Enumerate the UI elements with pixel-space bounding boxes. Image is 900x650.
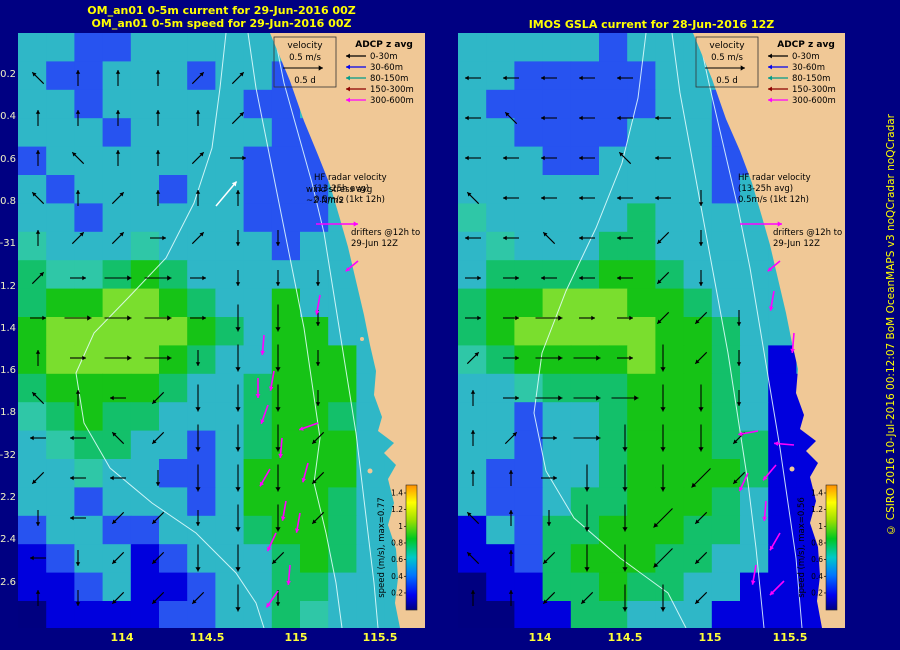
legend-adcp-label: 0-30m (792, 52, 820, 62)
svg-text:0.5 d: 0.5 d (294, 76, 316, 86)
legend-wind-line: wind stress avg (306, 185, 372, 195)
colorbar-tick: 0.8 (391, 538, 403, 547)
x-tick-label: 114.5 (189, 631, 225, 644)
map-panel-left: velocity 0.5 m/s 0.5 d ADCP z avg 0-30m30-60… (18, 33, 425, 628)
legend-hf-line: (13-25h avg) (314, 184, 369, 194)
legend-adcp-label: 150-300m (370, 85, 414, 95)
colorbar-tick: 0.2 (811, 588, 823, 597)
colorbar-tick: 0.4 (391, 572, 403, 581)
current-vectors (465, 75, 746, 612)
legend-hf-line: 0.5m/s (1kt 12h) (738, 195, 809, 205)
legend: velocity 0.5 m/s 0.5 d ADCP z avg 0-30m30-60… (695, 36, 842, 272)
map-panel-right: velocity 0.5 m/s 0.5 d ADCP z avg 0-30m30-60… (458, 33, 845, 628)
legend-adcp-label: 300-600m (370, 96, 414, 106)
land-mass (270, 33, 425, 628)
x-tick-label: 114.5 (607, 631, 643, 644)
bathymetry-contours (75, 33, 379, 628)
x-tick-label: 115.5 (772, 631, 808, 644)
colorbar-tick: 0.6 (391, 555, 403, 564)
credit-text: © CSIRO 2016 10-Jul-2016 00:12:07 BoM Oc… (882, 0, 900, 650)
y-tick-label: 1.2 (0, 280, 16, 292)
y-tick-label: 1.4 (0, 322, 16, 334)
current-vectors (30, 70, 325, 612)
legend-adcp-label: 150-300m (792, 85, 836, 95)
svg-text:0.5 d: 0.5 d (716, 76, 738, 86)
colorbar-tick: 1 (818, 522, 823, 531)
legend-adcp-label: 0-30m (370, 52, 398, 62)
drifter-vectors (255, 294, 321, 608)
colorbar-label: speed (m/s), max=0.77 (377, 497, 387, 598)
x-tick-label: 115 (698, 631, 722, 644)
x-tick-label: 115.5 (362, 631, 398, 644)
legend-drifter-line: 29-Jun 12Z (773, 239, 820, 249)
legend-adcp-label: 80-150m (370, 74, 408, 84)
legend-velocity-title: velocity (287, 41, 323, 51)
legend-adcp-label: 30-60m (370, 63, 403, 73)
legend-hf-line: (13-25h avg) (738, 184, 793, 194)
legend-adcp-label: 300-600m (792, 96, 836, 106)
y-tick-label: 2.6 (0, 576, 16, 588)
y-tick-label: 0.4 (0, 111, 16, 123)
y-tick-label: 1.6 (0, 365, 16, 377)
drifter-vectors (738, 290, 795, 596)
y-tick-label: 2.2 (0, 492, 16, 503)
svg-text:0.5 m/s: 0.5 m/s (289, 53, 321, 63)
colorbar-tick: 1.4 (391, 489, 403, 498)
colorbar-tick: 1.2 (391, 505, 403, 514)
colorbar: 1.4 1.2 1 0.8 0.6 0.4 0.2 speed (m/s), max=0.77 (377, 484, 418, 611)
y-axis-tick-labels: 0.2 0.4 0.6 0.8 -31 1.2 1.4 1.6 1.8 -32 2.2 2.4 2.6 (0, 0, 17, 650)
x-axis-tick-labels: 114 114.5 115 115.5 114 114.5 115 115.5 (0, 631, 900, 648)
legend-adcp-label: 30-60m (792, 63, 825, 73)
y-tick-label: -32 (0, 449, 16, 461)
colorbar-label: speed (m/s), max=0.56 (797, 497, 807, 598)
y-tick-label: 0.8 (0, 195, 16, 207)
legend-wind-line: ~2 N/m2 (306, 196, 344, 206)
legend-hf-line: 0.5m/s (1kt 12h) (314, 195, 385, 205)
colorbar-tick: 0.2 (391, 588, 403, 597)
left-panel-title: OM_an01 0-5m current for 29-Jun-2016 00Z… (18, 4, 425, 30)
x-tick-label: 114 (110, 631, 134, 644)
legend-velocity-title: velocity (709, 41, 745, 51)
y-tick-label: 0.2 (0, 69, 16, 80)
svg-text:0.5 m/s: 0.5 m/s (711, 53, 743, 63)
colorbar-tick: 1.4 (811, 489, 823, 498)
x-tick-label: 115 (284, 631, 308, 644)
land-mass (693, 33, 845, 628)
y-tick-label: -31 (0, 238, 16, 250)
right-panel-title: IMOS GSLA current for 28-Jun-2016 12Z (528, 18, 775, 31)
legend-adcp-title: ADCP z avg (355, 40, 413, 50)
colorbar: 1.4 1.2 1 0.8 0.6 0.4 0.2 speed (m/s), max=0.56 (797, 484, 838, 611)
colorbar-tick: 1 (398, 522, 403, 531)
legend-hf-line: HF radar velocity (738, 173, 811, 183)
x-tick-label: 114 (528, 631, 552, 644)
legend-drifter-line: drifters @12h to (773, 228, 842, 238)
colorbar-tick: 0.6 (811, 555, 823, 564)
left-title-line1: OM_an01 0-5m current for 29-Jun-2016 00Z (87, 4, 356, 17)
colorbar-tick: 0.8 (811, 538, 823, 547)
y-tick-label: 0.6 (0, 153, 16, 165)
credit-string: © CSIRO 2016 10-Jul-2016 00:12:07 BoM Oc… (885, 114, 897, 536)
colorbar-tick: 0.4 (811, 572, 823, 581)
legend-hf-line: HF radar velocity (314, 173, 387, 183)
legend-adcp-label: 80-150m (792, 74, 830, 84)
legend-drifter-line: 29-Jun 12Z (351, 239, 398, 249)
legend: velocity 0.5 m/s 0.5 d ADCP z avg 0-30m30-60… (273, 36, 420, 272)
y-tick-label: 1.8 (0, 407, 16, 419)
legend-adcp-title: ADCP z avg (777, 40, 835, 50)
bathymetry-contours (533, 33, 803, 628)
y-tick-label: 2.4 (0, 534, 16, 546)
legend-drifter-line: drifters @12h to (351, 228, 420, 238)
left-title-line2: OM_an01 0-5m speed for 29-Jun-2016 00Z (91, 17, 352, 30)
colorbar-tick: 1.2 (811, 505, 823, 514)
